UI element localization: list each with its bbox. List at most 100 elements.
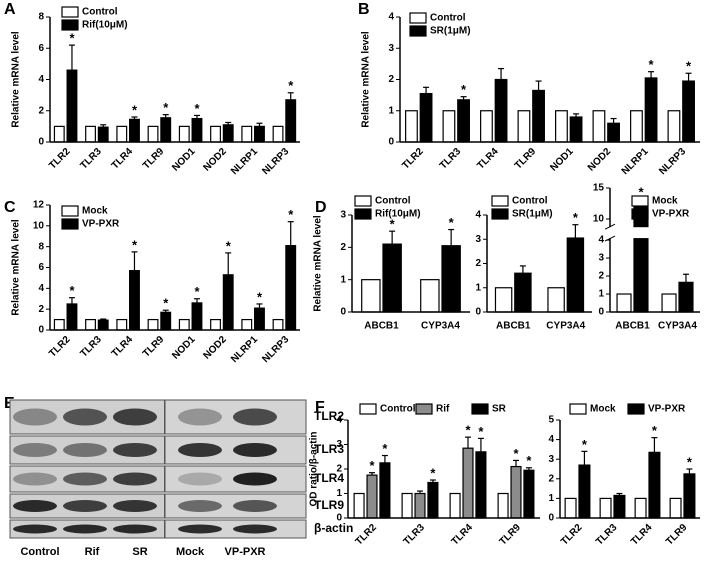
- legend-swatch: [61, 205, 79, 217]
- bar: [160, 311, 172, 331]
- legend-label: Control: [430, 13, 466, 24]
- y-tick-label: 4: [475, 210, 481, 221]
- blot-band: [233, 472, 277, 486]
- y-tick-label: 2: [38, 105, 44, 116]
- blot-band: [113, 472, 157, 486]
- blot-band: [233, 500, 277, 512]
- x-tick-label: NOD2: [201, 146, 229, 174]
- x-tick-label: TLR9: [498, 522, 524, 548]
- x-tick-label: NLRP1: [229, 334, 260, 365]
- legend-label: VP-PXR: [82, 219, 120, 230]
- x-tick-label: TLR3: [78, 334, 104, 360]
- blot-band: [13, 443, 57, 457]
- bar: [116, 125, 128, 143]
- legend-label: Rif(10μM): [375, 209, 421, 220]
- blot-band: [63, 472, 107, 486]
- y-tick-label: 4: [548, 434, 554, 445]
- bar: [191, 302, 203, 331]
- bar: [382, 243, 402, 313]
- blot-band: [233, 408, 277, 426]
- y-axis-label: Relative mRNA level: [313, 215, 324, 312]
- legend-swatch: [354, 195, 372, 207]
- x-tick-label: TLR2: [400, 146, 426, 172]
- x-tick-label: TLR3: [438, 146, 464, 172]
- bar: [475, 451, 487, 519]
- significance-mark: *: [573, 210, 579, 225]
- significance-mark: *: [686, 59, 692, 74]
- bar: [669, 497, 682, 519]
- legend-label: SR(1μM): [430, 26, 471, 37]
- bar: [147, 318, 159, 331]
- significance-mark: *: [288, 207, 294, 222]
- x-tick-label: NLRP3: [260, 146, 291, 177]
- legend-swatch: [61, 218, 79, 230]
- bar: [661, 293, 677, 313]
- bar: [66, 303, 78, 331]
- y-tick-label: 0: [548, 513, 554, 524]
- y-tick-label: 4: [38, 283, 44, 294]
- legend-swatch: [491, 208, 509, 220]
- bar: [254, 125, 265, 143]
- x-tick-label: TLR2: [47, 146, 73, 172]
- bar: [494, 78, 508, 143]
- legend-swatch: [61, 19, 79, 31]
- significance-mark: *: [390, 217, 396, 232]
- bar: [285, 99, 297, 143]
- x-tick-label: TLR3: [78, 146, 104, 172]
- y-tick-label: 3: [336, 439, 342, 450]
- significance-mark: *: [638, 185, 644, 200]
- y-tick-label: 0: [598, 307, 604, 318]
- y-tick-label: 12: [33, 200, 45, 211]
- legend-label: VP-PXR: [652, 209, 690, 220]
- y-axis-label: OD ratio/β-actin: [309, 432, 320, 507]
- bar: [66, 69, 78, 143]
- blot-band: [13, 524, 57, 534]
- bar: [457, 99, 470, 143]
- significance-mark: *: [513, 446, 519, 461]
- bar: [241, 125, 253, 143]
- blot-lane-label: Control: [20, 546, 59, 558]
- significance-mark: *: [652, 423, 658, 438]
- legend-swatch: [491, 195, 509, 207]
- blot-band: [113, 500, 157, 512]
- blot-lane-label: Rif: [85, 546, 100, 558]
- bar: [361, 279, 381, 313]
- legend-swatch: [61, 6, 79, 18]
- y-tick-label: 3: [475, 234, 481, 245]
- y-tick-label: 4: [38, 74, 44, 85]
- blot-band: [13, 500, 57, 512]
- x-tick-label: TLR4: [629, 522, 655, 548]
- bar: [414, 492, 426, 519]
- significance-mark: *: [132, 237, 138, 252]
- y-tick-label: 15: [593, 183, 605, 194]
- y-tick-label: 5: [548, 415, 554, 426]
- blot-band: [63, 408, 107, 426]
- x-tick-label: NOD1: [548, 146, 576, 174]
- blot-band: [178, 408, 222, 426]
- y-axis-label: Relative mRNA level: [11, 219, 22, 316]
- x-tick-label: TLR4: [110, 146, 136, 172]
- bar: [532, 89, 545, 143]
- x-tick-label: NOD1: [170, 146, 198, 174]
- bar: [566, 237, 585, 313]
- legend-swatch: [627, 403, 645, 415]
- bar: [644, 77, 658, 143]
- bar: [53, 318, 65, 331]
- break-tick: [604, 223, 616, 230]
- x-tick-label: CYP3A4: [421, 321, 460, 332]
- significance-mark: *: [69, 283, 75, 298]
- blot-band: [63, 500, 107, 512]
- y-tick-label: 4: [388, 12, 394, 23]
- legend-swatch: [471, 403, 489, 415]
- x-tick-label: TLR4: [475, 146, 501, 172]
- significance-mark: *: [226, 238, 232, 253]
- legend-label: Control: [82, 7, 118, 18]
- x-tick-label: TLR3: [402, 522, 428, 548]
- bar: [555, 110, 568, 143]
- blot-band: [233, 443, 277, 457]
- x-tick-label: NLRP1: [620, 146, 651, 177]
- significance-mark: *: [465, 423, 471, 438]
- legend-label: SR(1μM): [512, 209, 553, 220]
- bar: [599, 497, 612, 519]
